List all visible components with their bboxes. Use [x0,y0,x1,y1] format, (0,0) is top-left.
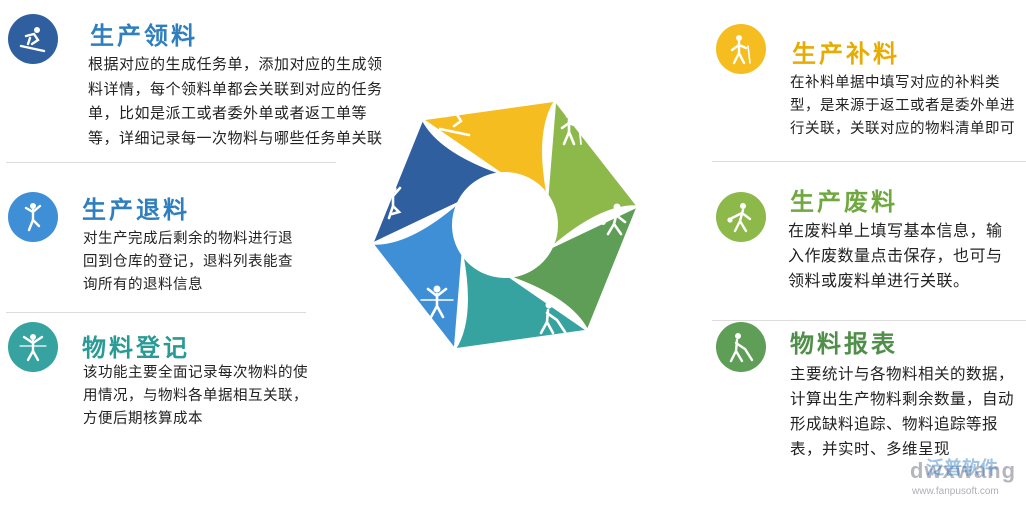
ballet-dancer-icon [8,192,58,242]
section-description: 对生产完成后剩余的物料进行退回到仓库的登记，退料列表能查询所有的退料信息 [83,231,293,293]
ballet-dancer-icon [384,185,402,220]
golfer-icon [539,301,567,335]
section-title: 生产领料 [90,22,198,50]
watermark-url: www.fanpusoft.com [912,486,999,497]
section-title: 物料报表 [790,330,898,358]
bowler-icon [600,203,627,236]
divider [6,312,306,313]
section-description: 主要统计与各物料相关的数据，计算出生产物料剩余数量，自动形成缺料追踪、物料追踪等… [790,365,1015,458]
golfer-icon [716,322,766,372]
finish-line-runner-icon [420,285,454,319]
section-title: 生产废料 [790,188,898,216]
process-wheel [370,98,640,352]
hiker-icon [716,24,766,74]
section-description: 在废料单上填写基本信息，输入作废数量点击保存，也可与领料或废料单进行关联。 [788,221,1003,290]
skiing-icon [8,14,58,64]
section-description: 该功能主要全面记录每次物料的使用情况，与物料各单据相互关联，方便后期核算成本 [83,365,308,427]
divider [6,162,336,163]
divider [712,320,1026,321]
section-title: 生产补料 [792,40,900,68]
section-title: 生产退料 [82,196,190,224]
finish-line-runner-icon [8,322,58,372]
section-description: 在补料单据中填写对应的补料类型，是来源于返工或者是委外单进行关联，关联对应的物料… [790,75,1015,137]
skiing-icon [438,104,471,137]
bowler-icon [716,192,766,242]
section-title: 物料登记 [82,334,190,362]
watermark: dwxwang 泛普软件 www.fanpusoft.com [880,458,1026,505]
hiker-icon [560,111,582,146]
section-description: 根据对应的生成任务单，添加对应的生成领料详情，每个领料单都会关联到对应的任务单，… [88,55,383,147]
divider [712,161,1026,162]
